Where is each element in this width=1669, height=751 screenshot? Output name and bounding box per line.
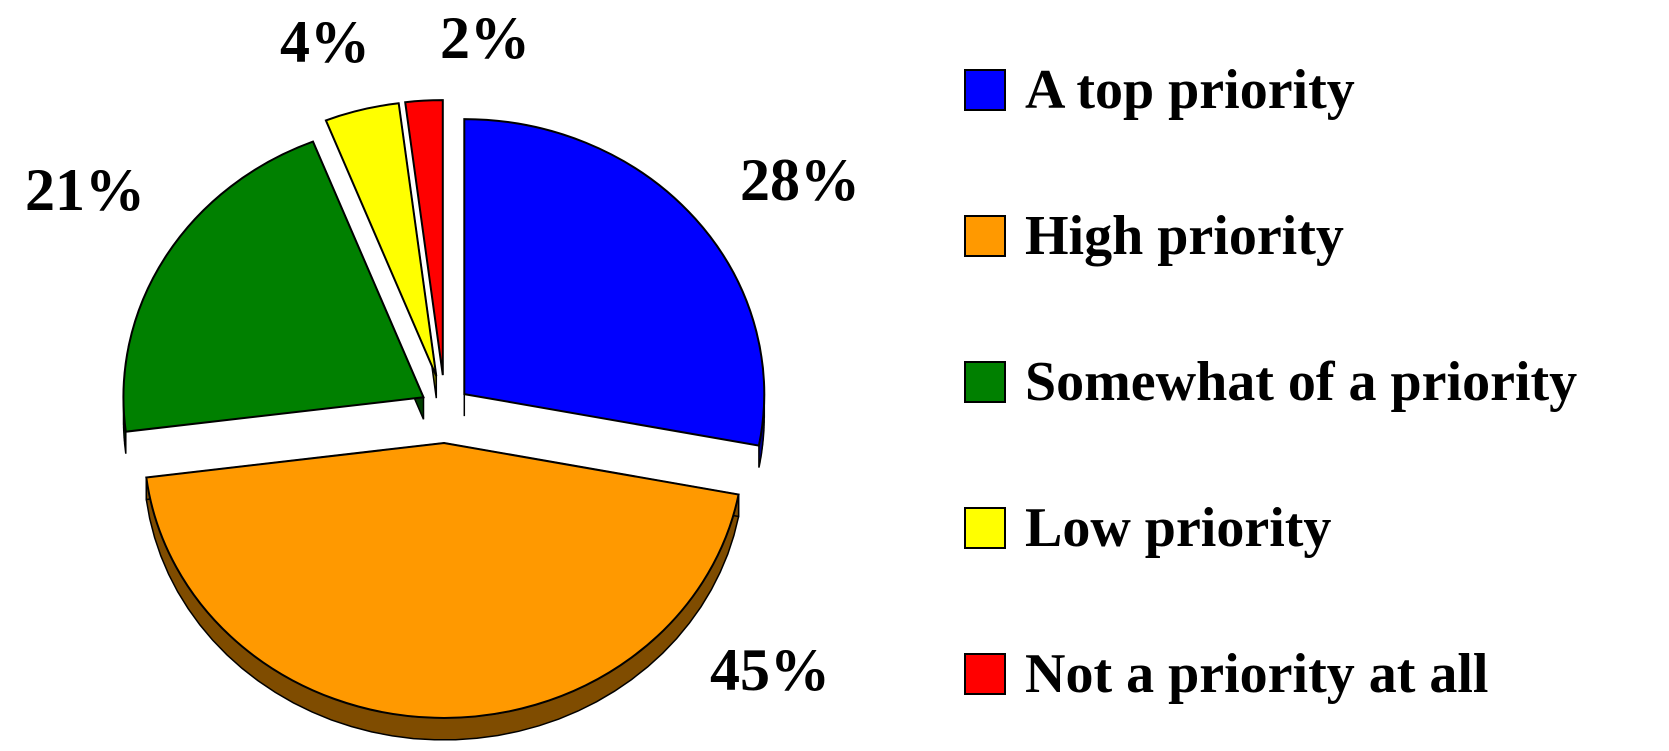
pie-slice-2 bbox=[122, 140, 425, 454]
pie-slice-0 bbox=[463, 118, 766, 468]
legend-swatch bbox=[964, 653, 1006, 695]
legend-item-4: Not a priority at all bbox=[964, 643, 1488, 705]
data-labels: 28% 45% 21% 4% 2% bbox=[25, 5, 860, 703]
legend-swatch bbox=[964, 69, 1006, 111]
legend-item-2: Somewhat of a priority bbox=[964, 351, 1577, 413]
data-label-3: 4% bbox=[280, 9, 370, 75]
data-label-0: 28% bbox=[740, 147, 860, 213]
legend: A top priority High priority Somewhat of a… bbox=[964, 59, 1577, 705]
legend-item-1: High priority bbox=[964, 205, 1344, 267]
legend-label: Low priority bbox=[1025, 497, 1331, 559]
legend-swatch bbox=[964, 507, 1006, 549]
slice-top-2 bbox=[122, 140, 425, 433]
legend-item-0: A top priority bbox=[964, 59, 1355, 121]
pie-slice-3 bbox=[324, 102, 438, 399]
pie-slices bbox=[122, 99, 766, 741]
legend-item-3: Low priority bbox=[964, 497, 1331, 559]
data-label-2: 21% bbox=[25, 157, 145, 223]
legend-label: High priority bbox=[1025, 205, 1344, 267]
legend-swatch bbox=[964, 361, 1006, 403]
slice-top-0 bbox=[463, 118, 766, 447]
pie-slice-1 bbox=[145, 441, 740, 741]
legend-label: A top priority bbox=[1025, 59, 1355, 121]
legend-swatch bbox=[964, 215, 1006, 257]
legend-label: Not a priority at all bbox=[1025, 643, 1488, 705]
slice-top-1 bbox=[145, 441, 740, 719]
data-label-1: 45% bbox=[710, 637, 830, 703]
pie-slice-4 bbox=[404, 99, 444, 376]
slice-top-4 bbox=[404, 99, 444, 376]
legend-label: Somewhat of a priority bbox=[1025, 351, 1577, 413]
slice-top-3 bbox=[324, 102, 438, 377]
data-label-4: 2% bbox=[440, 5, 530, 71]
